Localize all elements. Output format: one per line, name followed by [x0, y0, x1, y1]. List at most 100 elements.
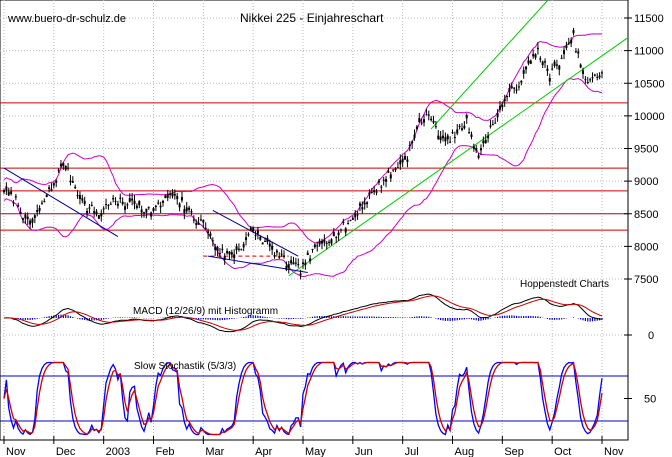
price-candle-body	[463, 125, 466, 129]
price-candle-body	[544, 61, 547, 63]
price-candle-body	[551, 68, 554, 70]
price-candle-body	[442, 135, 445, 139]
price-candle-body	[114, 200, 117, 202]
price-candle-body	[517, 86, 520, 88]
price-candle-body	[275, 250, 278, 253]
price-candle-body	[401, 158, 404, 163]
price-candle-body	[105, 203, 108, 205]
y-tick-label: 8000	[634, 241, 658, 253]
x-tick-label: Mar	[205, 446, 224, 457]
price-candle-body	[563, 50, 566, 55]
price-candle-body	[86, 211, 89, 214]
price-candle-body	[83, 200, 86, 205]
price-candle-body	[356, 214, 359, 216]
price-candle-body	[489, 125, 492, 127]
price-candle-body	[152, 208, 155, 212]
price-candle-body	[449, 141, 452, 143]
price-candle-body	[43, 201, 46, 203]
price-candle-body	[116, 203, 119, 206]
price-candle-body	[396, 167, 399, 169]
price-candle-body	[292, 262, 295, 265]
price-candle-body	[477, 155, 480, 158]
price-candle-body	[347, 223, 350, 225]
price-candle-body	[320, 240, 323, 244]
price-candle-body	[64, 165, 67, 170]
price-candle-body	[287, 264, 290, 268]
price-candle-body	[453, 136, 456, 138]
price-candle-body	[273, 254, 276, 257]
price-candle-body	[503, 98, 506, 102]
price-candle-body	[527, 60, 530, 64]
price-candle-body	[161, 200, 164, 203]
price-candle-body	[17, 205, 20, 207]
price-candle-body	[570, 39, 573, 44]
price-candle-body	[128, 198, 131, 202]
price-candle-body	[399, 160, 402, 165]
price-candle-body	[432, 120, 435, 123]
price-candle-body	[439, 136, 442, 141]
price-candle-body	[57, 169, 60, 171]
price-candle-body	[52, 182, 55, 186]
price-candle-body	[380, 186, 383, 188]
price-candle-body	[586, 82, 589, 84]
price-candle-body	[119, 197, 122, 199]
x-tick-label: Dec	[56, 446, 76, 457]
price-candle-body	[62, 162, 65, 166]
price-candle-body	[150, 212, 153, 217]
price-candle-body	[375, 191, 378, 193]
price-candle-body	[299, 273, 302, 276]
price-candle-body	[408, 144, 411, 146]
price-candle-body	[309, 258, 312, 262]
price-candle-body	[245, 237, 248, 241]
y-tick-label: 11500	[634, 13, 664, 25]
price-candle-body	[242, 244, 245, 248]
x-tick-label: Sep	[504, 446, 524, 457]
price-candle-body	[558, 65, 561, 70]
price-candle-body	[88, 207, 91, 209]
price-candle-body	[50, 188, 53, 191]
price-candle-body	[221, 248, 224, 250]
price-candle-body	[19, 211, 22, 214]
price-candle-body	[29, 220, 32, 225]
bollinger-lower	[3, 78, 603, 278]
price-candle-body	[268, 243, 271, 247]
price-candle-body	[261, 242, 264, 245]
price-candle-body	[228, 251, 231, 255]
price-candle-body	[574, 51, 577, 53]
price-candle-body	[525, 66, 528, 70]
macd-title: MACD (12/26/9) mit Histogramm	[133, 306, 278, 317]
price-candle-body	[520, 80, 523, 83]
price-candle-body	[290, 260, 293, 264]
price-candle-body	[197, 222, 200, 225]
price-candle-body	[491, 124, 494, 126]
steep-uptrend-line	[430, 0, 549, 130]
x-tick-label: Apr	[255, 446, 272, 457]
price-candle-body	[76, 195, 79, 197]
price-candle-body	[247, 234, 250, 236]
price-candle-body	[21, 218, 24, 221]
price-candle-body	[121, 201, 124, 205]
price-candle-body	[444, 137, 447, 142]
price-candle-body	[389, 174, 392, 179]
price-candle-body	[216, 247, 219, 251]
price-candle-body	[318, 240, 321, 245]
price-candle-body	[124, 206, 127, 210]
price-candle-body	[591, 77, 594, 79]
grid	[0, 0, 628, 440]
macd-signal-line	[3, 295, 603, 331]
uptrend-line	[288, 37, 629, 277]
price-candle-body	[55, 180, 58, 183]
price-candle-body	[209, 233, 212, 236]
price-candle-body	[536, 47, 539, 50]
y-tick-label: 9000	[634, 176, 658, 188]
price-candle-body	[31, 218, 34, 223]
price-candle-body	[363, 202, 366, 205]
price-candle-body	[199, 219, 202, 221]
price-candle-body	[529, 60, 532, 64]
price-candle-body	[252, 227, 255, 232]
macd-line	[3, 293, 602, 333]
price-candle-body	[109, 203, 112, 205]
price-candle-body	[539, 58, 542, 60]
price-candle-body	[565, 45, 568, 49]
